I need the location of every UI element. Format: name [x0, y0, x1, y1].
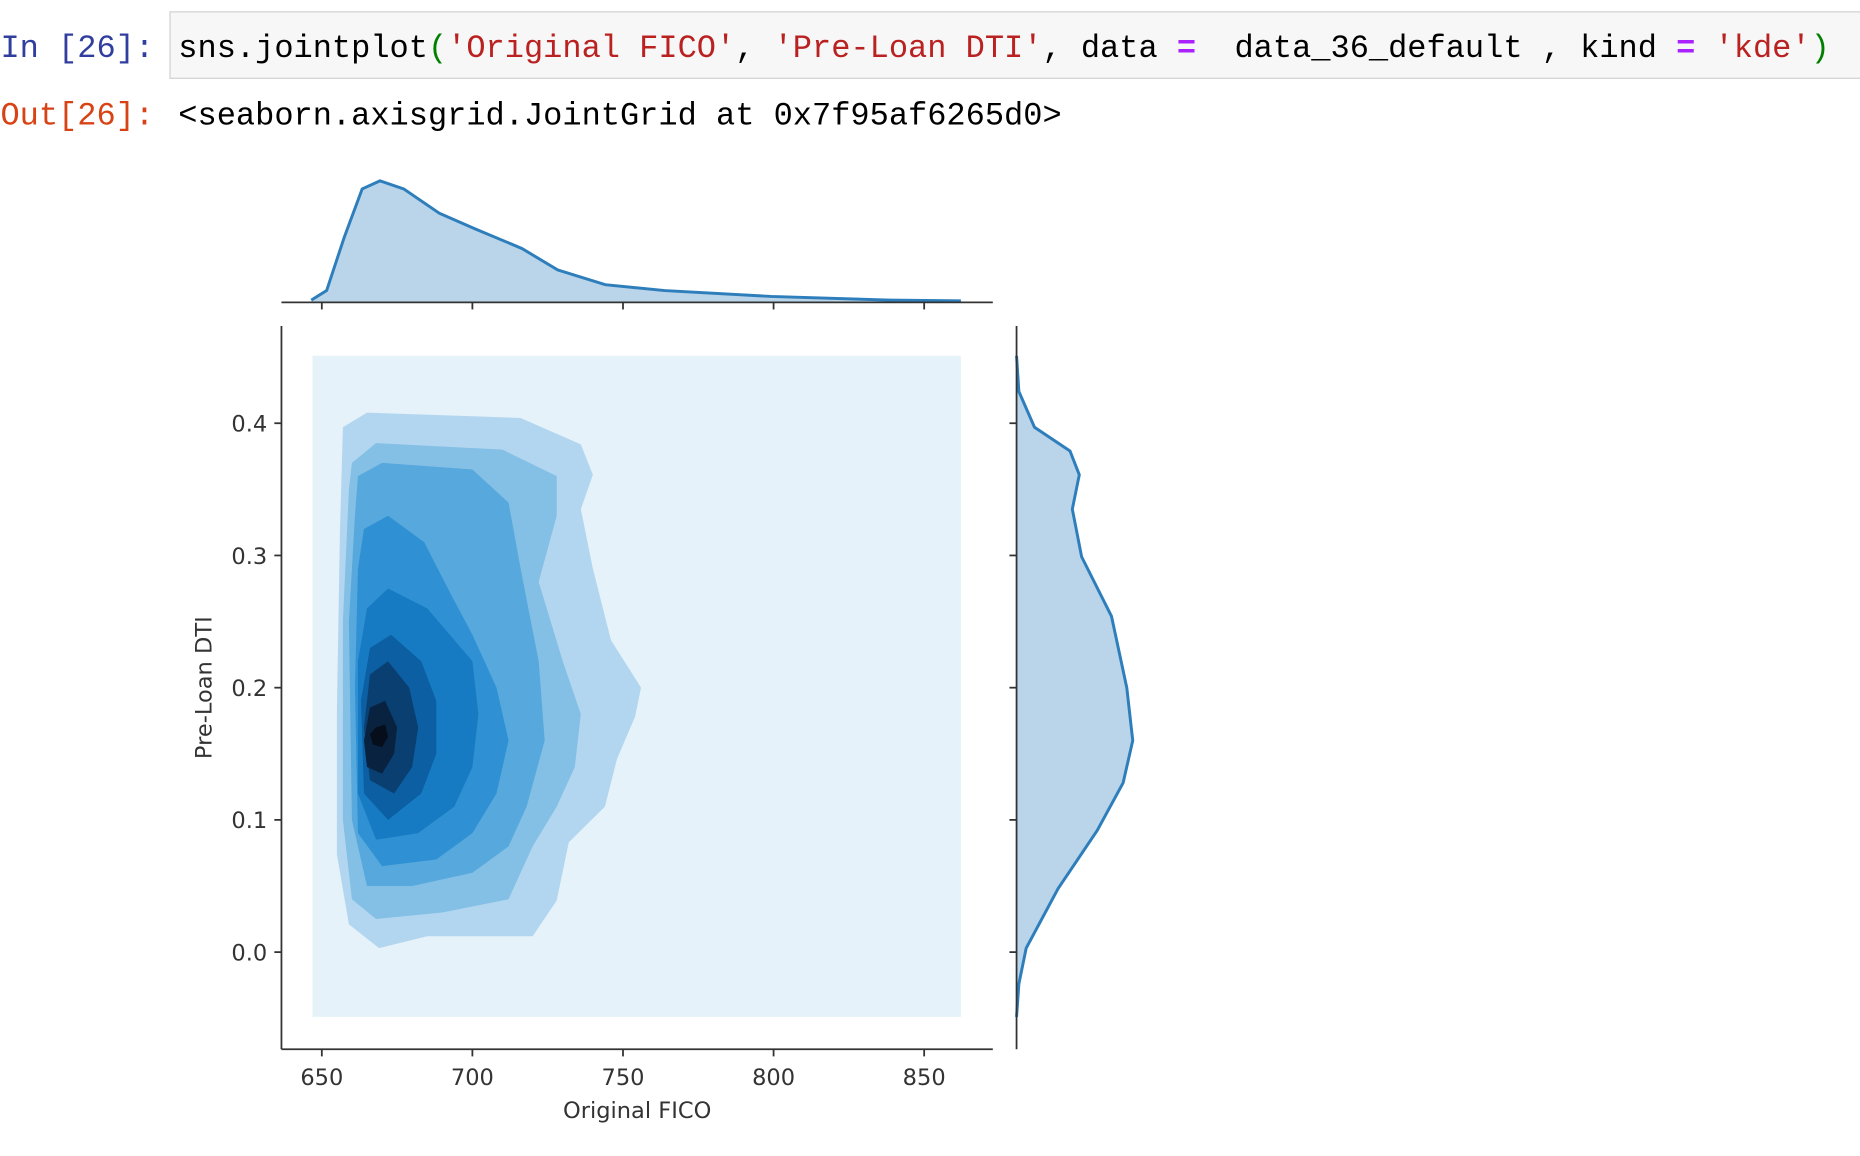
y-marginal-area — [1016, 355, 1133, 1017]
code-token: sns.jointplot — [178, 30, 428, 67]
output-text: <seaborn.axisgrid.JointGrid at 0x7f95af6… — [178, 97, 1061, 134]
y-tick-label: 0.4 — [231, 412, 267, 438]
code-token — [1695, 30, 1714, 67]
y-tick-label: 0.1 — [231, 808, 267, 834]
code-token: 'kde' — [1715, 30, 1811, 67]
density-contour — [370, 724, 389, 748]
code-token: 'Pre-Loan DTI' — [774, 30, 1043, 67]
code-token: ) — [1811, 30, 1830, 67]
code-token: = — [1676, 30, 1695, 67]
code-token: 'Original FICO' — [447, 30, 735, 67]
in-prompt: In [26]: — [0, 30, 154, 67]
y-tick-label: 0.0 — [231, 940, 267, 966]
x-tick-label: 700 — [451, 1065, 494, 1091]
x-tick-label: 750 — [601, 1065, 644, 1091]
x-tick-label: 800 — [752, 1065, 795, 1091]
code[interactable]: sns.jointplot('Original FICO', 'Pre-Loan… — [178, 30, 1829, 67]
x-marginal-line — [310, 179, 961, 303]
x-tick-label: 850 — [903, 1065, 946, 1091]
jointplot: 650 700 750 800 850 0.0 0.1 0.2 0.3 0.4 — [231, 179, 1135, 1091]
code-token: , — [735, 30, 773, 67]
y-marginal-line — [1015, 355, 1135, 1018]
code-token: data_36_default , kind — [1196, 30, 1676, 67]
code-token: ( — [428, 30, 447, 67]
y-tick-label: 0.3 — [231, 544, 267, 570]
code-token: = — [1177, 30, 1196, 67]
y-axis-label: Pre-Loan DTI — [192, 616, 218, 759]
code-token: , data — [1042, 30, 1176, 67]
y-tick-label: 0.2 — [231, 676, 267, 702]
x-axis-label: Original FICO — [563, 1098, 711, 1124]
x-marginal-area — [311, 180, 961, 303]
code-cell[interactable] — [169, 11, 1860, 79]
out-prompt: Out[26]: — [0, 97, 154, 134]
x-tick-label: 650 — [300, 1065, 343, 1091]
